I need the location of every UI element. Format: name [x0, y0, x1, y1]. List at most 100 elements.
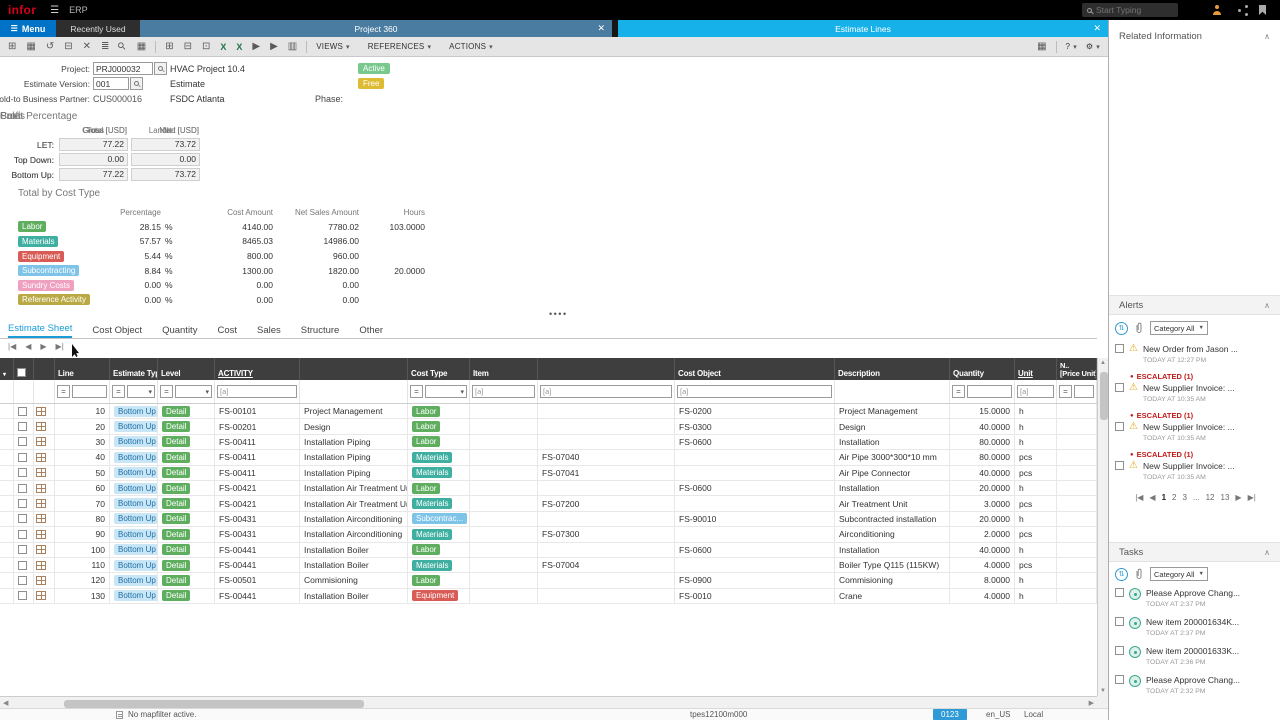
help-menu[interactable]: ? [1066, 42, 1077, 51]
filter-operator[interactable]: = [1059, 385, 1072, 398]
page-number[interactable]: 3 [1182, 493, 1187, 502]
share-icon[interactable] [1238, 8, 1241, 12]
related-information-header[interactable]: Related Information ∧ [1119, 30, 1270, 42]
estimate-version-lookup-button[interactable] [130, 77, 143, 90]
alert-checkbox[interactable] [1115, 422, 1124, 431]
col-cost-object[interactable]: Cost Object [675, 358, 835, 380]
sheet-tab[interactable]: Quantity [162, 325, 198, 336]
vertical-scrollbar[interactable]: ▲ ▼ [1097, 358, 1108, 696]
table-row[interactable]: 80 Bottom Up Detail FS-00431 Installatio… [0, 511, 1097, 528]
table-row[interactable]: 20 Bottom Up Detail FS-00201 Design Labo… [0, 419, 1097, 435]
recently-used-button[interactable]: Recently Used [56, 20, 140, 37]
tab-project-360[interactable]: Project 360 ✕ [140, 20, 612, 37]
sort-icon[interactable]: ⇅ [1115, 567, 1128, 581]
table-row[interactable]: 110 Bottom Up Detail FS-00441 Installati… [0, 557, 1097, 574]
row-details-icon[interactable] [36, 483, 46, 493]
grid-view-icon[interactable]: ▦ [1037, 40, 1047, 52]
task-item[interactable]: Please Approve Chang... TODAY AT 2:37 PM [1115, 588, 1276, 608]
alert-checkbox[interactable] [1115, 344, 1124, 353]
filter-input-item-project[interactable]: [a] [472, 385, 535, 398]
task-item[interactable]: New item 200001633K... TODAY AT 2:36 PM [1115, 646, 1276, 666]
sheet-tab[interactable]: Structure [300, 325, 340, 336]
task-checkbox[interactable] [1115, 617, 1124, 626]
row-details-icon[interactable] [36, 575, 46, 585]
references-menu[interactable]: REFERENCES [368, 42, 431, 51]
table-row[interactable]: 100 Bottom Up Detail FS-00441 Installati… [0, 542, 1097, 558]
project-lookup-button[interactable] [154, 62, 167, 75]
alerts-header[interactable]: Alerts ∧ [1109, 295, 1280, 315]
row-details-icon[interactable] [36, 437, 46, 447]
delete-icon[interactable]: ✕ [82, 40, 92, 52]
collapse-icon[interactable]: ∧ [1264, 300, 1270, 310]
scroll-down-icon[interactable]: ▼ [1100, 688, 1106, 694]
row-checkbox[interactable] [18, 560, 27, 570]
tasks-header[interactable]: Tasks ∧ [1109, 542, 1280, 562]
col-description[interactable]: Description [835, 358, 950, 380]
page-number[interactable]: ... [1192, 493, 1200, 502]
row-details-icon[interactable] [36, 529, 46, 539]
row-checkbox[interactable] [18, 422, 27, 432]
table-row[interactable]: 40 Bottom Up Detail FS-00411 Installatio… [0, 450, 1097, 466]
row-details-icon[interactable] [36, 514, 46, 524]
col-estimate-type[interactable]: Estimate Type [110, 358, 158, 380]
table-row[interactable]: 90 Bottom Up Detail FS-00431 Installatio… [0, 527, 1097, 543]
next-page-icon[interactable]: ▶ [40, 342, 47, 351]
splitter-handle[interactable]: •••• [549, 309, 568, 319]
table-row[interactable]: 60 Bottom Up Detail FS-00421 Installatio… [0, 480, 1097, 497]
project-input[interactable] [93, 62, 153, 75]
row-checkbox[interactable] [18, 406, 27, 416]
row-checkbox[interactable] [18, 437, 27, 447]
row-details-icon[interactable] [36, 452, 46, 462]
collapse-icon[interactable]: ∧ [1264, 31, 1270, 41]
sheet-tab[interactable]: Cost [217, 325, 237, 336]
new-icon[interactable]: ⊞ [8, 40, 17, 52]
scroll-right-icon[interactable]: ▶ [1088, 700, 1094, 707]
search-input[interactable] [1096, 5, 1168, 15]
row-details-icon[interactable] [36, 406, 46, 416]
alert-checkbox[interactable] [1115, 383, 1124, 392]
filter-input-line[interactable] [72, 385, 107, 398]
col-line[interactable]: Line [55, 358, 110, 380]
sort-icon[interactable]: ⇅ [1115, 321, 1128, 335]
table-row[interactable]: 50 Bottom Up Detail FS-00411 Installatio… [0, 465, 1097, 481]
task-checkbox[interactable] [1115, 588, 1124, 597]
row-checkbox[interactable] [18, 499, 27, 509]
sheet-tab[interactable]: Cost Object [92, 325, 143, 336]
alert-item[interactable]: ● ⚠ New Order from Jason ... TODAY AT 12… [1115, 344, 1276, 364]
tasks-category-filter[interactable]: Category All [1150, 567, 1208, 581]
table-row[interactable]: 30 Bottom Up Detail FS-00411 Installatio… [0, 434, 1097, 451]
filter-input-quantity[interactable] [967, 385, 1012, 398]
select-all-checkbox[interactable] [17, 368, 26, 377]
prev-page-icon[interactable]: ◀ [1149, 493, 1156, 502]
run-icon[interactable]: ▶ [252, 40, 261, 52]
filter-operator[interactable]: = [952, 385, 965, 398]
row-details-icon[interactable] [36, 560, 46, 570]
search-icon[interactable]: ⚲ [116, 39, 130, 53]
tab-close-icon[interactable]: ✕ [597, 23, 605, 33]
alert-item[interactable]: ● ESCALATED (1) ⚠ New Supplier Invoice: .… [1115, 372, 1276, 403]
tab-estimate-lines[interactable]: Estimate Lines ✕ [618, 20, 1108, 37]
filter-select-estimate-type[interactable] [127, 385, 155, 398]
prev-page-icon[interactable]: ◀ [25, 342, 32, 351]
actions-menu[interactable]: ACTIONS [449, 42, 493, 51]
row-details-icon[interactable] [36, 591, 46, 601]
user-icon[interactable] [1212, 5, 1222, 15]
col-quantity[interactable]: Quantity [950, 358, 1015, 380]
run-report-icon[interactable]: ▶ [270, 40, 278, 52]
horizontal-scrollbar[interactable]: ◀ ▶ [0, 696, 1097, 709]
table-row[interactable]: 70 Bottom Up Detail FS-00421 Installatio… [0, 496, 1097, 512]
sheet-tab[interactable]: Sales [257, 325, 281, 336]
filter-operator[interactable]: = [160, 385, 173, 398]
sheet-tab[interactable]: Estimate Sheet [8, 323, 73, 338]
tab-close-icon[interactable]: ✕ [1093, 23, 1101, 33]
new-group-icon[interactable]: ⊞ [165, 40, 174, 52]
filter-input-cost-object[interactable]: [a] [677, 385, 832, 398]
views-menu[interactable]: VIEWS [316, 42, 350, 51]
copy-group-icon[interactable]: ⊟ [183, 40, 192, 52]
filter-input-item[interactable]: [a] [540, 385, 672, 398]
last-page-icon[interactable]: ▶| [55, 342, 64, 351]
scroll-up-icon[interactable]: ▲ [1100, 360, 1106, 366]
col-level[interactable]: Level [158, 358, 215, 380]
row-checkbox[interactable] [18, 483, 27, 493]
alert-item[interactable]: ● ESCALATED (1) ⚠ New Supplier Invoice: .… [1115, 450, 1276, 481]
